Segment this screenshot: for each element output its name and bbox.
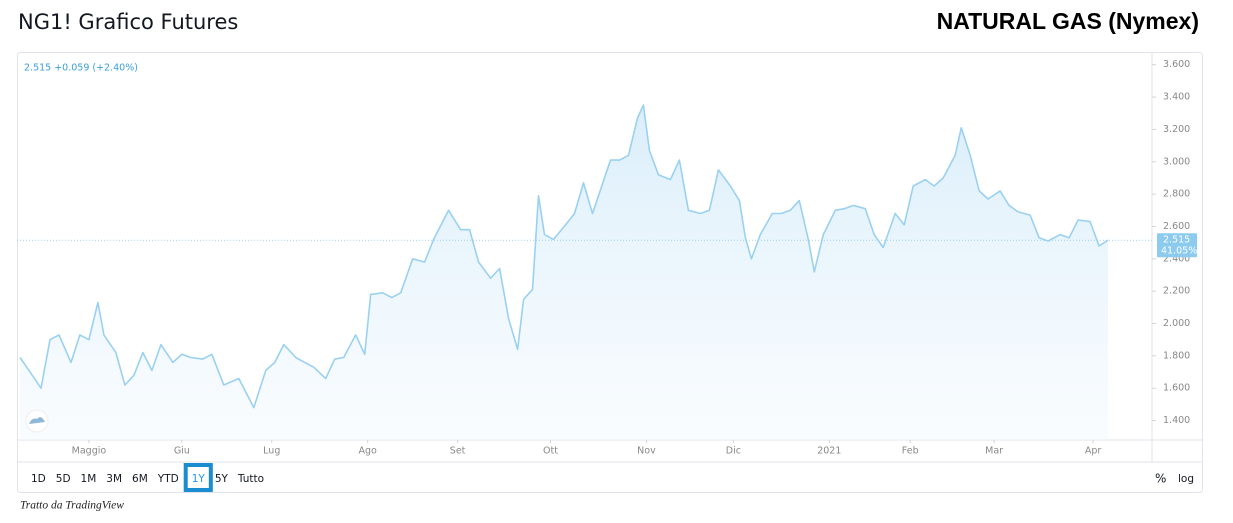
y-tick-label: 2.400 bbox=[1163, 253, 1190, 264]
area bbox=[19, 105, 1109, 440]
y-tick-label: 3.000 bbox=[1163, 156, 1190, 167]
x-tick-label: Maggio bbox=[72, 446, 107, 457]
plot: 1.400 1.600 1.800 2.000 2.200 2.400 2.600 2.800… bbox=[17, 59, 1197, 457]
y-tick-label: 2.800 bbox=[1163, 189, 1190, 200]
range-button[interactable]: Tutto bbox=[237, 473, 264, 485]
range-button[interactable]: 1Y bbox=[192, 473, 206, 485]
range-button[interactable]: 5Y bbox=[215, 473, 229, 485]
range-button[interactable]: 3M bbox=[106, 473, 122, 485]
y-tick-label: 3.600 bbox=[1163, 59, 1190, 70]
x-tick-label: Dic bbox=[726, 446, 741, 457]
x-tick-label: Ott bbox=[543, 446, 558, 457]
x-tick-label: 2021 bbox=[817, 446, 841, 457]
x-tick-label: Nov bbox=[637, 446, 656, 457]
brand-title: NATURAL GAS (Nymex) bbox=[937, 8, 1199, 34]
scale-option[interactable]: % bbox=[1155, 472, 1166, 486]
y-tick-label: 1.600 bbox=[1163, 383, 1190, 394]
source-note: Tratto da TradingView bbox=[20, 500, 124, 512]
x-tick-label: Lug bbox=[263, 446, 280, 457]
y-tick-label: 3.400 bbox=[1163, 92, 1190, 103]
last-price-label: 2.515 bbox=[1163, 235, 1190, 246]
last-change-label: 41.05% bbox=[1161, 246, 1197, 257]
x-tick-label: Giu bbox=[174, 446, 190, 457]
range-selected bbox=[183, 463, 213, 492]
range-button[interactable]: 5D bbox=[56, 473, 71, 485]
x-tick-label: Ago bbox=[359, 446, 378, 457]
range-button[interactable]: 1M bbox=[81, 473, 97, 485]
y-tick-label: 3.200 bbox=[1163, 124, 1190, 135]
y-tick-label: 1.400 bbox=[1163, 415, 1190, 426]
y-tick-label: 2.200 bbox=[1163, 286, 1190, 297]
y-tick-label: 2.000 bbox=[1163, 318, 1190, 329]
range-button[interactable]: 1D bbox=[31, 473, 46, 485]
range-button[interactable]: 6M bbox=[132, 473, 148, 485]
page-title: NG1! Grafico Futures bbox=[18, 10, 238, 34]
x-tick-label: Mar bbox=[985, 446, 1003, 457]
range-button[interactable]: YTD bbox=[157, 473, 179, 485]
x-tick-label: Feb bbox=[902, 446, 919, 457]
x-tick-label: Apr bbox=[1085, 446, 1102, 457]
last-price-badge bbox=[1157, 233, 1197, 258]
y-tick-label: 2.600 bbox=[1163, 221, 1190, 232]
y-tick-label: 1.800 bbox=[1163, 350, 1190, 361]
logo-icon bbox=[29, 417, 45, 424]
scale-option[interactable]: log bbox=[1178, 473, 1194, 485]
price-annotation: 2.515 +0.059 (+2.40%) bbox=[24, 63, 138, 74]
price-line bbox=[19, 104, 1109, 409]
x-tick-label: Set bbox=[450, 446, 466, 457]
